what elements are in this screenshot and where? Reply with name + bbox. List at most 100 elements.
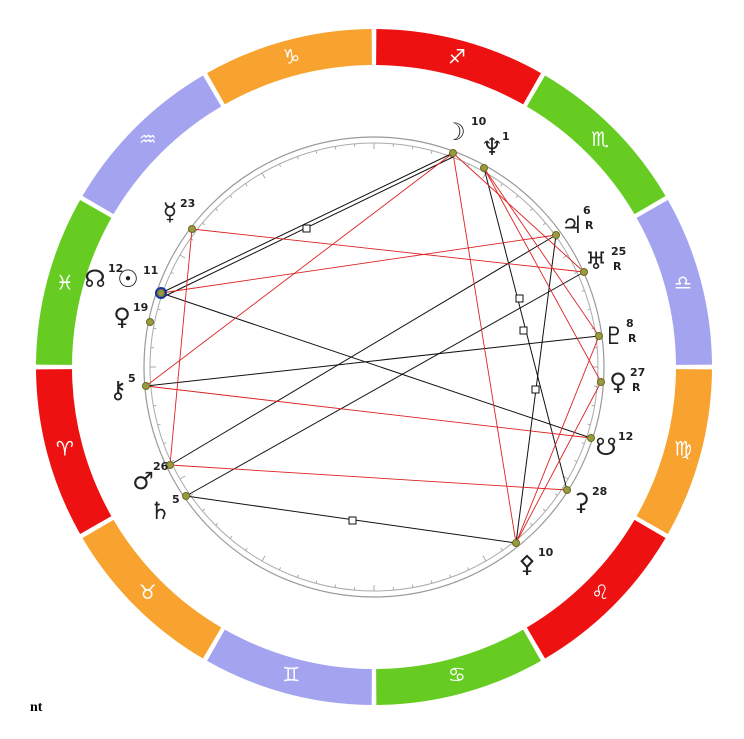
sign-segment [207,29,372,105]
inner-circle [143,136,605,598]
sign-segment [376,629,541,705]
tick [215,522,219,526]
planet-degree: 27 [630,366,645,379]
tick [179,254,186,259]
tick [157,308,161,311]
tick [542,222,546,226]
tick [562,254,569,259]
tick [529,208,533,212]
tick [554,493,558,496]
tick [581,289,585,292]
sign-segment [526,75,666,215]
planet-dot [157,289,165,297]
tick [315,150,318,154]
planet-dot [563,486,571,494]
planet-dot [449,149,457,157]
planet-glyph: ⚴ [518,550,536,578]
tick [466,567,470,571]
tick [296,156,299,160]
tick [334,584,337,588]
sign-glyph: ♋ [448,663,466,687]
planet-dot [552,231,560,239]
tick [430,580,433,584]
tick [153,327,157,330]
tick [163,442,167,445]
tick [587,423,591,426]
tick [190,493,194,496]
planet-dot [595,332,603,340]
planet-glyph: ♀ [609,368,627,396]
planet-dot [188,225,196,233]
planet-dot [597,378,605,386]
sign-glyph: ♐ [448,44,466,68]
tick [215,208,219,212]
sign-segment [376,29,541,105]
sign-segment [636,369,712,534]
sign-segment [207,629,372,705]
planet-dot [166,461,174,469]
footer-text: nt [30,700,43,715]
sign-glyph: ♒ [139,127,157,151]
planet-glyph: ♅ [585,247,607,275]
tick [261,172,266,179]
tick [153,404,157,407]
planet-retrograde: R [628,332,637,345]
sign-glyph: ♓ [56,271,74,295]
planet-dot [587,434,595,442]
planet-degree: 12 [618,430,633,443]
planet-dot [142,382,150,390]
tick [411,146,414,150]
tick [202,222,206,226]
planet-degree: 10 [471,115,487,128]
planet-degree: 1 [502,130,510,143]
tick [529,522,533,526]
sign-glyph: ♈ [56,436,74,460]
planet-dot [182,492,190,500]
tick [315,580,318,584]
degree-ticks [150,143,598,591]
planet-retrograde: R [613,260,622,273]
tick [411,584,414,588]
sign-segment [636,200,712,365]
planet-glyph: ☉ [117,265,139,293]
tick [229,195,233,199]
tick [587,308,591,311]
planet-degree: 5 [128,372,136,385]
sign-segment [36,369,112,534]
planet-dot [146,318,154,326]
sign-glyph: ♎ [674,271,692,295]
planet-glyph: ☽ [444,118,466,146]
tick [515,195,519,199]
planet-glyph: ☿ [163,198,178,226]
planet-glyph: ♆ [481,133,503,161]
planet-glyph: ⚳ [572,488,590,516]
aspect-lines [145,152,602,544]
planet-degree: 12 [108,262,123,275]
planet-degree: 6 [583,204,591,217]
tick [261,555,266,562]
planet-degree: 11 [143,264,158,277]
planet-retrograde: R [585,219,594,232]
planet-dot [580,268,588,276]
tick [229,535,233,539]
planet-degree: 19 [133,301,148,314]
planet-degree: 8 [626,317,634,330]
planet-glyph: ♃ [561,211,583,239]
sign-glyph: ♑ [282,44,300,68]
tick [500,183,503,187]
planet-degree: 25 [611,245,626,258]
tick [482,555,487,562]
sign-segment [82,519,222,659]
planet-glyph: ♂ [132,467,154,495]
sign-segment [82,75,222,215]
sign-glyph: ♏ [591,127,609,151]
planets: ☽ 10♆ 1♃6R♅ 25R♇ 8R♀ 27R☋ 12⚳ 28⚴ 10♄ 5♂26⚷ 5♀ 19☉ 1… [84,115,645,578]
tick [278,163,282,167]
planet-degree: 10 [538,546,554,559]
tick [179,475,186,480]
planet-dot [480,164,488,172]
sign-segment [36,200,112,365]
tick [591,404,595,407]
